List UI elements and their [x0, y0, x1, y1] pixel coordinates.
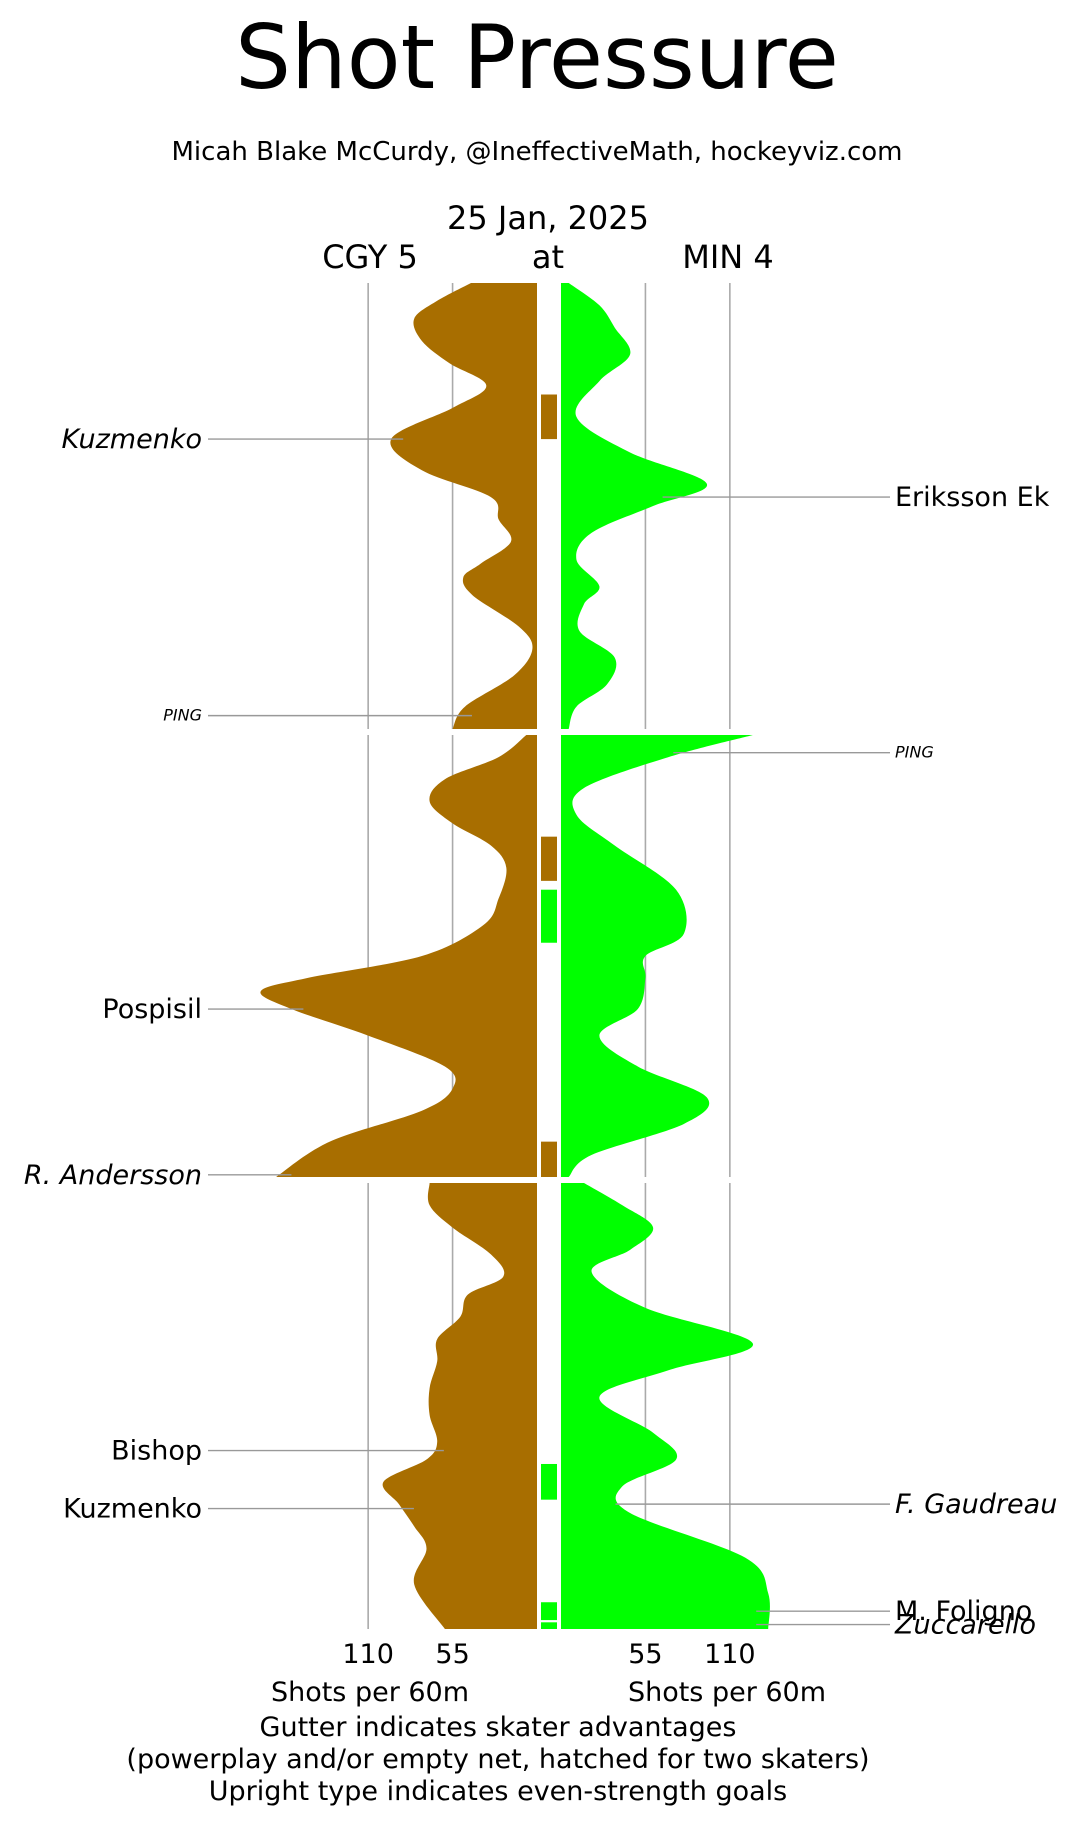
home-area-period-3 — [561, 1183, 770, 1629]
goal-label-2: PING — [163, 706, 202, 725]
goal-label-1: Kuzmenko — [62, 424, 202, 455]
goal-label-3: Pospisil — [102, 994, 202, 1025]
home-area-period-1 — [561, 283, 708, 729]
away-area-period-1 — [390, 283, 537, 729]
gutter-block-4 — [541, 1141, 557, 1177]
goal-label-10: M. Foligno — [895, 1596, 1032, 1627]
x-axis-label-left: Shots per 60m — [271, 1677, 469, 1708]
goal-annotations: Kuzmenko PING Pospisil R. Andersson Bishop Ku… — [24, 424, 1057, 1640]
gutter-markers — [541, 394, 557, 1629]
game-date: 25 Jan, 2025 — [447, 199, 649, 237]
home-team-score: MIN 4 — [682, 238, 774, 276]
at-label: at — [532, 238, 564, 276]
home-area-period-2 — [561, 735, 753, 1177]
away-area-period-3 — [382, 1183, 537, 1629]
footer-line-1: Gutter indicates skater advantages — [260, 1712, 737, 1743]
goal-label-5: Bishop — [111, 1436, 202, 1467]
gutter-block-6 — [541, 1602, 557, 1621]
tick-label-right-55: 55 — [628, 1639, 662, 1670]
tick-label-left-110: 110 — [342, 1639, 394, 1670]
chart-title: Shot Pressure — [235, 6, 839, 109]
goal-label-9: F. Gaudreau — [895, 1489, 1057, 1520]
gutter-block-2 — [541, 836, 557, 881]
goal-label-6: Kuzmenko — [63, 1494, 202, 1525]
x-tick-labels: 110 110 55 55 — [342, 1639, 755, 1670]
gutter-block-5 — [541, 1463, 557, 1500]
goal-label-8: PING — [895, 743, 934, 762]
away-team-score: CGY 5 — [322, 238, 418, 276]
pressure-areas — [260, 283, 770, 1629]
x-axis-label-right: Shots per 60m — [628, 1677, 826, 1708]
goal-label-7: Eriksson Ek — [895, 482, 1050, 513]
gutter-block-3 — [541, 889, 557, 943]
goal-label-11: Zuccarello — [894, 1610, 1036, 1641]
gutter-block-1 — [541, 394, 557, 440]
away-area-period-2 — [260, 735, 537, 1177]
gutter-block-7 — [541, 1622, 557, 1629]
footer-line-2: (powerplay and/or empty net, hatched for… — [126, 1744, 869, 1775]
chart-subtitle: Micah Blake McCurdy, @IneffectiveMath, h… — [172, 137, 903, 167]
footer-line-3: Upright type indicates even-strength goa… — [209, 1776, 787, 1807]
goal-label-4: R. Andersson — [24, 1160, 202, 1191]
tick-label-left-55: 55 — [435, 1639, 469, 1670]
tick-label-right-110: 110 — [704, 1639, 756, 1670]
